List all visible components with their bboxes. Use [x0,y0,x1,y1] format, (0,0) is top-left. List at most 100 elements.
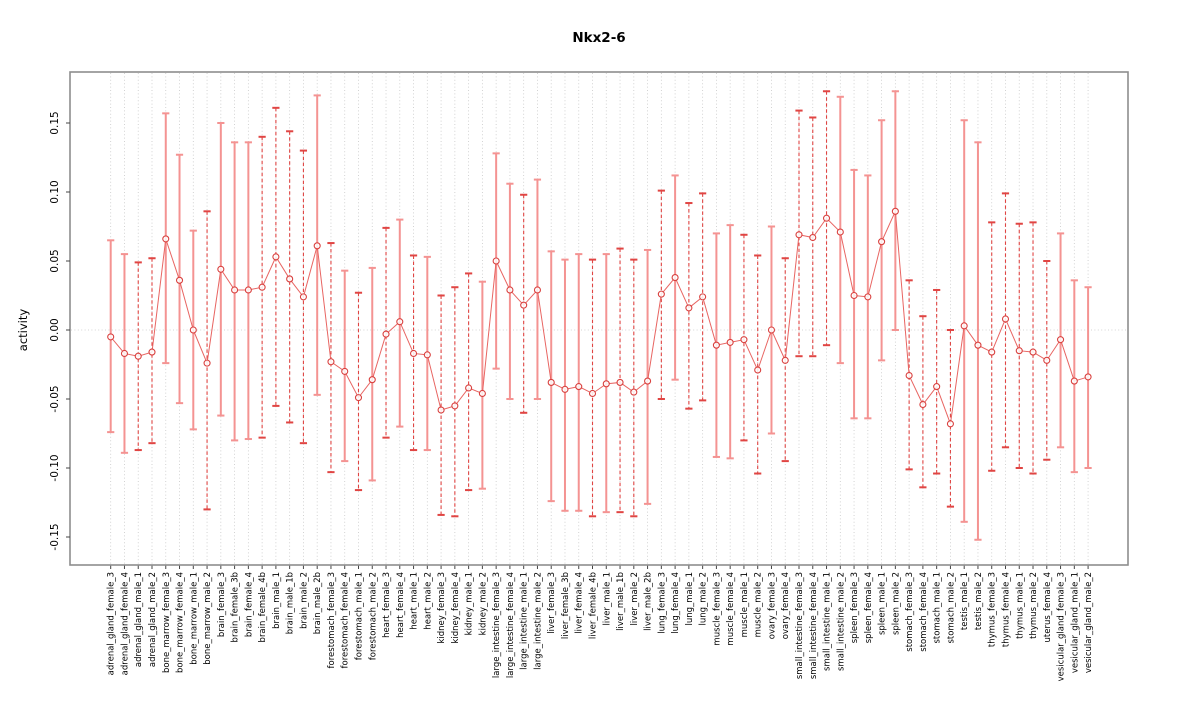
data-point [492,257,500,265]
x-tick-label: brain_female_4b [258,572,268,642]
data-point [671,274,679,282]
x-tick-label: uterus_female_4 [1043,572,1053,642]
x-tick-label: lung_female_3 [657,572,667,634]
y-tick-label: -0.05 [49,385,61,412]
x-tick-label: muscle_female_3 [712,572,722,646]
x-tick-label: vesicular_gland_male_2 [1084,572,1094,673]
x-tick-label: spleen_male_2 [891,572,901,635]
data-point [107,333,115,341]
data-point [699,293,707,301]
data-point [120,349,129,358]
data-point [258,283,266,291]
x-tick-label: thymus_female_3 [988,572,998,647]
x-tick-label: forestomach_female_4 [341,572,351,668]
data-point [561,385,569,393]
x-tick-label: small_intestine_female_4 [809,572,819,679]
x-tick-label: ovary_female_3 [767,572,777,639]
data-point [657,290,665,298]
axis-labels-layer: adrenal_gland_female_3 adrenal_gland_fema… [49,111,1094,681]
data-point [478,389,486,398]
x-tick-label: small_intestine_female_3 [795,572,805,679]
x-tick-label: large_intestine_female_3 [492,572,502,678]
data-point [313,242,321,250]
x-tick-label: liver_male_2 [630,572,640,625]
data-point [437,406,445,414]
x-tick-label: muscle_female_4 [726,572,736,646]
x-tick-label: brain_female_4 [244,572,254,637]
data-point [203,359,211,367]
x-tick-label: brain_male_2 [299,572,309,629]
x-tick-label: liver_female_4b [589,572,599,639]
x-tick-label: muscle_male_1 [740,572,750,637]
y-tick-label: 0.05 [49,249,61,272]
x-tick-label: forestomach_female_3 [327,572,337,668]
data-point [382,330,390,338]
data-point [327,358,335,366]
x-tick-label: brain_male_1 [272,572,282,629]
x-tick-label: large_intestine_male_1 [520,572,530,670]
x-tick-label: forestomach_male_1 [354,572,364,660]
data-point [547,378,555,386]
x-tick-label: adrenal_gland_male_2 [148,572,158,667]
data-point [272,253,280,261]
x-tick-label: large_intestine_male_2 [533,572,543,670]
data-point [1043,356,1051,364]
data-point [726,338,734,346]
x-tick-label: stomach_female_3 [905,572,915,652]
data-point [533,286,541,294]
data-point [299,293,307,301]
x-tick-label: lung_female_4 [671,572,681,634]
x-tick-label: spleen_male_1 [878,572,888,635]
data-point [891,207,899,215]
x-tick-label: kidney_male_1 [465,572,475,635]
data-point [630,388,638,396]
x-tick-label: liver_male_1b [616,572,626,631]
x-tick-label: stomach_female_4 [919,572,929,652]
data-point [905,371,913,380]
gridlines-layer [71,73,1127,564]
data-point [162,235,170,243]
x-tick-label: small_intestine_male_1 [823,572,833,671]
data-point [423,351,431,359]
x-tick-label: thymus_male_1 [1015,572,1025,639]
data-point [231,286,239,294]
data-point [451,402,459,410]
data-point [396,318,404,326]
data-point [354,394,363,402]
data-point [781,356,789,364]
x-tick-label: adrenal_gland_male_1 [134,572,144,667]
data-points-layer [107,207,1092,428]
data-point [864,293,872,301]
y-tick-label: -0.10 [49,454,61,481]
x-tick-label: bone_marrow_male_1 [189,572,199,665]
plot-border [69,71,1129,566]
data-point [1070,377,1078,385]
y-tick-label: 0.10 [49,180,61,203]
connecting-line-layer [110,209,1089,425]
x-tick-label: testis_male_2 [974,572,984,630]
data-point [175,276,184,284]
x-tick-label: heart_female_4 [396,572,406,638]
x-tick-label: liver_female_4 [575,572,585,634]
x-tick-label: adrenal_gland_female_3 [107,572,117,675]
data-point [1057,336,1065,344]
x-tick-label: liver_male_1 [602,572,612,625]
data-point [465,384,473,392]
data-point [822,214,831,222]
x-tick-label: large_intestine_female_4 [506,572,516,678]
x-tick-label: testis_male_1 [960,572,970,630]
x-tick-label: bone_marrow_female_4 [176,572,186,673]
data-point [712,341,720,349]
axes-layer [66,71,1129,569]
data-point [933,383,941,391]
data-point [1084,373,1092,381]
x-tick-label: muscle_male_2 [754,572,764,637]
y-tick-label: 0.15 [49,111,61,134]
x-tick-label: brain_male_1b [286,572,296,634]
data-point [836,228,844,236]
data-point [286,275,294,283]
data-point [575,383,583,391]
x-tick-label: kidney_female_3 [437,572,447,644]
